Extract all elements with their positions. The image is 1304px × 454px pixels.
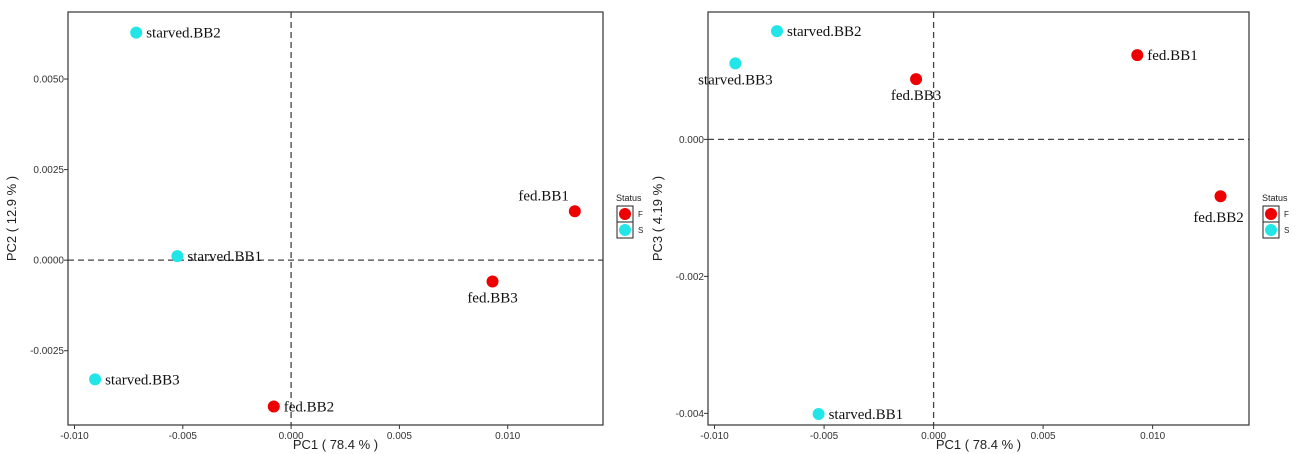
panel-1: -0.010 -0.005 0.000 0.005 0.010 -0.0025 0.0000… xyxy=(4,11,643,452)
point-fed-bb1 xyxy=(568,205,581,218)
plot-border xyxy=(707,11,1250,426)
point-starved-bb1 xyxy=(812,408,825,421)
legend: Status FS xyxy=(1262,193,1289,239)
y-tick-label: 0.0025 xyxy=(33,165,64,176)
point-label: starved.BB3 xyxy=(698,72,773,88)
point-fed-bb2 xyxy=(267,400,280,413)
x-tick-label: 0.005 xyxy=(1031,431,1056,442)
point-label: fed.BB2 xyxy=(1193,210,1243,226)
legend-label: S xyxy=(638,226,643,235)
plot-border xyxy=(67,11,604,426)
y-axis-title: PC2 ( 12.9 % ) xyxy=(4,176,19,261)
point-starved-bb3 xyxy=(89,373,102,386)
x-tick-label: -0.010 xyxy=(700,431,729,442)
y-tick-label: 0.000 xyxy=(679,135,704,146)
legend-key-f xyxy=(619,208,631,220)
point-label: starved.BB2 xyxy=(787,24,862,40)
y-tick-label: -0.002 xyxy=(676,272,705,283)
x-tick-label: -0.005 xyxy=(810,431,839,442)
y-tick-label: 0.0050 xyxy=(33,75,64,86)
point-label: fed.BB1 xyxy=(518,188,568,204)
point-label: starved.BB3 xyxy=(105,372,180,388)
legend-title: Status xyxy=(1262,193,1288,203)
y-axis-title: PC3 ( 4.19 % ) xyxy=(650,176,665,261)
point-starved-bb2 xyxy=(770,25,783,38)
point-label: starved.BB1 xyxy=(829,407,904,423)
legend-label: S xyxy=(1284,226,1289,235)
legend-key-s xyxy=(619,224,631,236)
point-label: fed.BB3 xyxy=(891,88,941,104)
x-axis-title: PC1 ( 78.4 % ) xyxy=(936,437,1021,452)
y-tick-label: -0.004 xyxy=(676,409,705,420)
x-tick-label: 0.010 xyxy=(495,431,520,442)
x-axis-title: PC1 ( 78.4 % ) xyxy=(293,437,378,452)
x-tick-label: 0.010 xyxy=(1140,431,1165,442)
y-tick-label: -0.0025 xyxy=(30,346,64,357)
point-label: starved.BB2 xyxy=(146,26,221,42)
legend: Status FS xyxy=(616,193,643,239)
legend-key-s xyxy=(1265,224,1277,236)
point-label: fed.BB3 xyxy=(467,291,517,307)
point-fed-bb2 xyxy=(1214,190,1227,203)
x-tick-label: 0.000 xyxy=(279,431,304,442)
point-label: starved.BB1 xyxy=(187,249,262,265)
x-tick-label: -0.005 xyxy=(169,431,198,442)
point-starved-bb2 xyxy=(130,26,143,39)
x-tick-label: 0.005 xyxy=(387,431,412,442)
point-starved-bb3 xyxy=(729,57,742,70)
legend-label: F xyxy=(638,210,643,219)
legend-label: F xyxy=(1284,210,1289,219)
legend-key-f xyxy=(1265,208,1277,220)
x-tick-label: -0.010 xyxy=(60,431,89,442)
point-label: fed.BB2 xyxy=(284,400,334,416)
panel-2: -0.010 -0.005 0.000 0.005 0.010 -0.004 -0.002 0… xyxy=(650,11,1289,452)
legend-title: Status xyxy=(616,193,642,203)
point-fed-bb3 xyxy=(910,73,923,86)
point-fed-bb1 xyxy=(1131,49,1144,62)
point-label: fed.BB1 xyxy=(1147,48,1197,64)
y-tick-label: 0.0000 xyxy=(33,256,64,267)
point-starved-bb1 xyxy=(171,250,184,263)
x-tick-label: 0.000 xyxy=(921,431,946,442)
point-fed-bb3 xyxy=(486,275,499,288)
